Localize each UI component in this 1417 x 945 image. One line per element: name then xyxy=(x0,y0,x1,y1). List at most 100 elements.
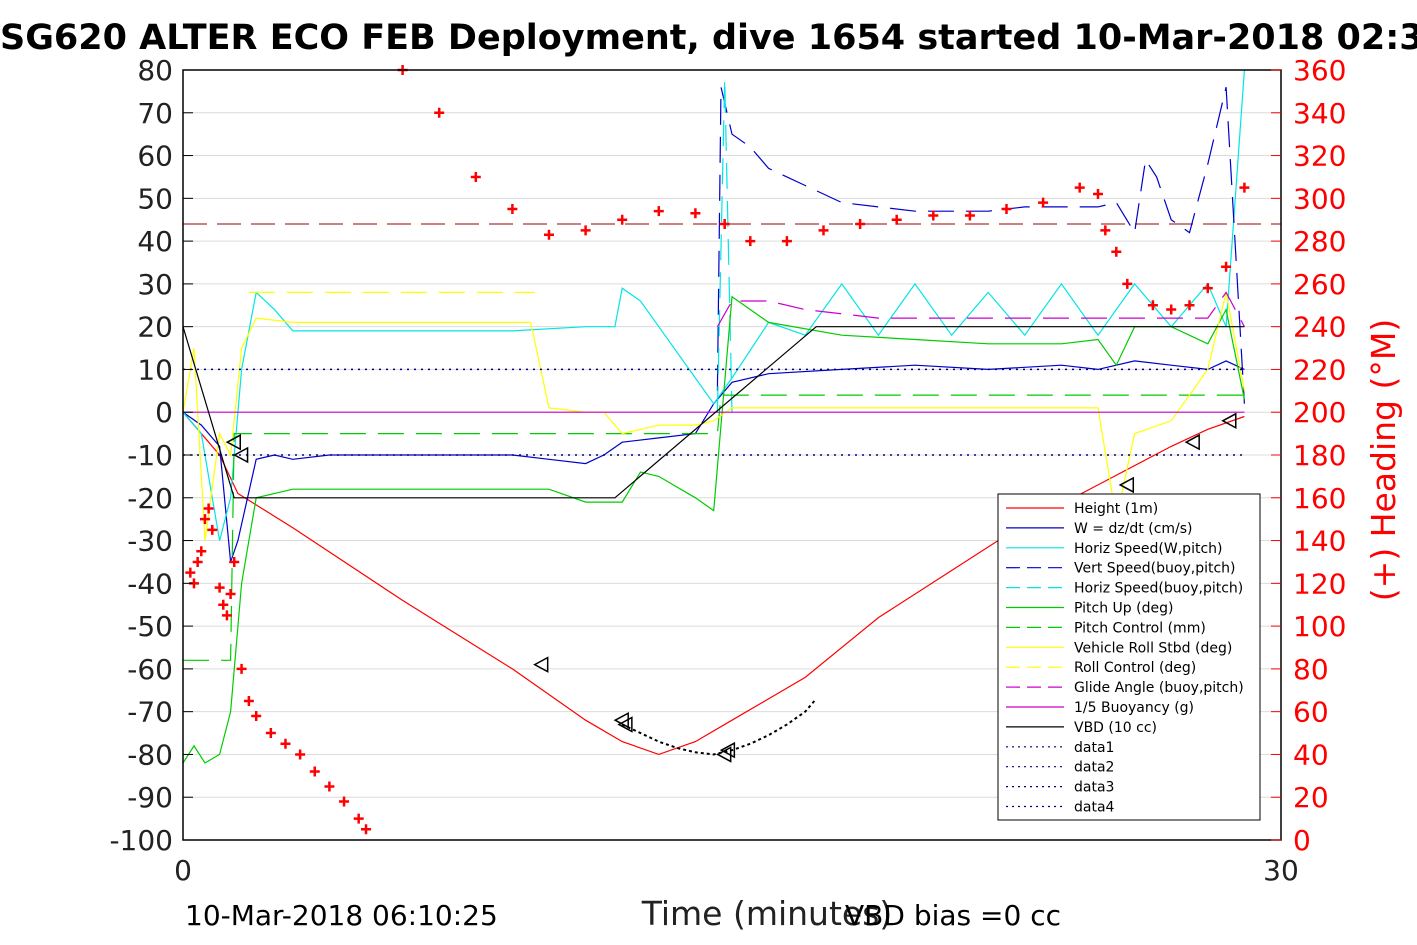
footer-vbd-bias: VBD bias =0 cc xyxy=(845,899,1061,932)
legend-label-w: W = dz/dt (cm/s) xyxy=(1074,521,1193,537)
y-tick-label: 20 xyxy=(137,311,173,344)
y-tick-label: 60 xyxy=(137,140,173,173)
marker-layer xyxy=(185,65,1250,835)
y-tick-label: -70 xyxy=(127,696,173,729)
series-line-horiz_speed_buoy xyxy=(716,78,733,413)
heading-marker xyxy=(225,589,236,600)
legend-label-vert_speed_buoy: Vert Speed(buoy,pitch) xyxy=(1074,561,1236,577)
triangle-marker xyxy=(617,716,633,733)
y-tick-label: 80 xyxy=(137,54,173,87)
y-tick-label: 30 xyxy=(137,268,173,301)
y-right-tick-label: 60 xyxy=(1293,696,1329,729)
bottom-dotted-overlay xyxy=(621,698,817,756)
heading-marker xyxy=(1111,246,1122,257)
heading-marker xyxy=(544,229,554,240)
series-line-glide_angle xyxy=(716,291,1245,327)
heading-marker xyxy=(1202,283,1213,294)
y-right-tick-label: 100 xyxy=(1293,610,1346,643)
y-right-tick-label: 260 xyxy=(1293,268,1346,301)
legend-label-data2: data2 xyxy=(1074,760,1114,776)
heading-marker xyxy=(196,546,207,557)
series-line-w xyxy=(182,360,1245,563)
triangle-marker xyxy=(533,656,549,673)
y-right-tick-label: 340 xyxy=(1293,97,1346,130)
heading-marker xyxy=(214,582,225,593)
heading-marker xyxy=(1100,225,1111,236)
heading-marker xyxy=(1239,182,1250,193)
triangle-marker xyxy=(232,446,249,464)
y-tick-label: -20 xyxy=(127,482,173,515)
heading-marker xyxy=(580,225,591,236)
y-tick-label: -10 xyxy=(127,439,173,472)
heading-marker xyxy=(295,749,306,760)
heading-marker xyxy=(185,567,196,578)
triangle-marker xyxy=(1118,476,1135,494)
heading-marker xyxy=(719,219,730,229)
series-line-vbd xyxy=(182,326,1245,499)
heading-marker xyxy=(1122,278,1133,289)
x-tick-label: 0 xyxy=(174,854,192,887)
series-line-height xyxy=(182,411,1245,756)
legend-label-height: Height (1m) xyxy=(1074,501,1158,517)
heading-marker xyxy=(818,225,829,236)
y-tick-label: 10 xyxy=(137,353,173,386)
heading-marker xyxy=(891,214,902,225)
triangle-marker xyxy=(1221,412,1237,430)
heading-marker xyxy=(339,796,350,807)
y-tick-label: 70 xyxy=(137,97,173,130)
heading-marker xyxy=(928,210,939,221)
heading-marker xyxy=(324,781,335,792)
y-tick-label: -60 xyxy=(127,653,173,686)
y-right-tick-label: 140 xyxy=(1293,525,1346,558)
y-tick-label: -50 xyxy=(127,610,173,643)
series-line-vert_speed_buoy xyxy=(716,86,1245,404)
y-tick-label: -30 xyxy=(127,525,173,558)
heading-marker xyxy=(1038,197,1049,208)
heading-marker xyxy=(199,514,210,525)
series-line-pitch_up xyxy=(182,295,1245,764)
heading-marker xyxy=(218,599,229,610)
legend-label-roll: Vehicle Roll Stbd (deg) xyxy=(1074,640,1232,656)
footer-timestamp: 10-Mar-2018 06:10:25 xyxy=(185,899,498,932)
y-right-tick-label: 160 xyxy=(1293,482,1346,515)
y-right-tick-label: 0 xyxy=(1293,824,1311,857)
chart-title: SG620 ALTER ECO FEB Deployment, dive 165… xyxy=(0,18,1417,58)
y-right-tick-label: 120 xyxy=(1293,567,1346,600)
y-tick-label: 0 xyxy=(155,396,173,429)
y-right-tick-label: 300 xyxy=(1293,182,1346,215)
y-right-tick-label: 320 xyxy=(1293,140,1346,173)
heading-marker xyxy=(280,738,291,749)
heading-marker xyxy=(470,171,481,182)
heading-marker xyxy=(855,219,866,229)
y-tick-label: 40 xyxy=(137,225,173,258)
heading-marker xyxy=(251,710,262,721)
heading-marker xyxy=(964,210,975,221)
heading-marker xyxy=(243,695,254,706)
legend-label-roll_control: Roll Control (deg) xyxy=(1074,660,1196,676)
legend-label-vbd: VBD (10 cc) xyxy=(1074,720,1157,736)
heading-marker xyxy=(192,556,203,567)
heading-marker xyxy=(203,503,214,514)
heading-marker xyxy=(1166,304,1177,315)
y-right-tick-label: 360 xyxy=(1293,54,1346,87)
y-right-tick-label: 200 xyxy=(1293,396,1346,429)
y-right-axis-label: (+) Heading (°M) xyxy=(1364,319,1403,601)
heading-marker xyxy=(309,766,320,777)
heading-marker xyxy=(221,610,232,621)
y-tick-label: -80 xyxy=(127,738,173,771)
y-tick-label: 50 xyxy=(137,182,173,215)
triangle-marker xyxy=(225,433,241,451)
y-right-tick-label: 80 xyxy=(1293,653,1329,686)
heading-marker xyxy=(361,824,371,835)
x-tick-label: 30 xyxy=(1263,854,1299,887)
heading-marker xyxy=(690,208,701,219)
legend-label-pitch_up: Pitch Up (deg) xyxy=(1074,601,1173,617)
legend: Height (1m) W = dz/dt (cm/s) Horiz Speed(W… xyxy=(997,493,1261,821)
heading-marker xyxy=(353,813,364,824)
legend-label-data1: data1 xyxy=(1074,740,1114,756)
y-right-tick-label: 180 xyxy=(1293,439,1346,472)
series-line-pitch_control xyxy=(183,394,1245,661)
y-right-tick-label: 240 xyxy=(1293,311,1346,344)
triangle-marker xyxy=(1184,433,1200,451)
